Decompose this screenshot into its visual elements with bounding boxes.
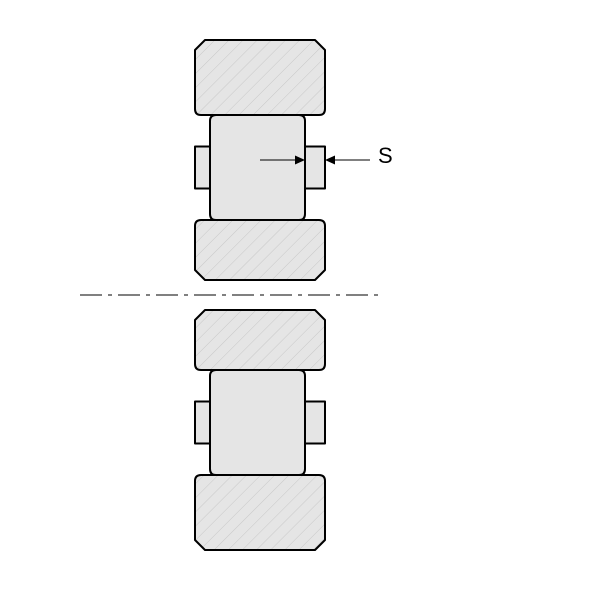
cage-left — [195, 402, 210, 444]
cage-right — [305, 402, 325, 444]
cage-right — [305, 147, 325, 189]
bearing-cross-section: S — [0, 0, 600, 600]
dimension-label-s: S — [378, 143, 393, 168]
cage-left — [195, 147, 210, 189]
